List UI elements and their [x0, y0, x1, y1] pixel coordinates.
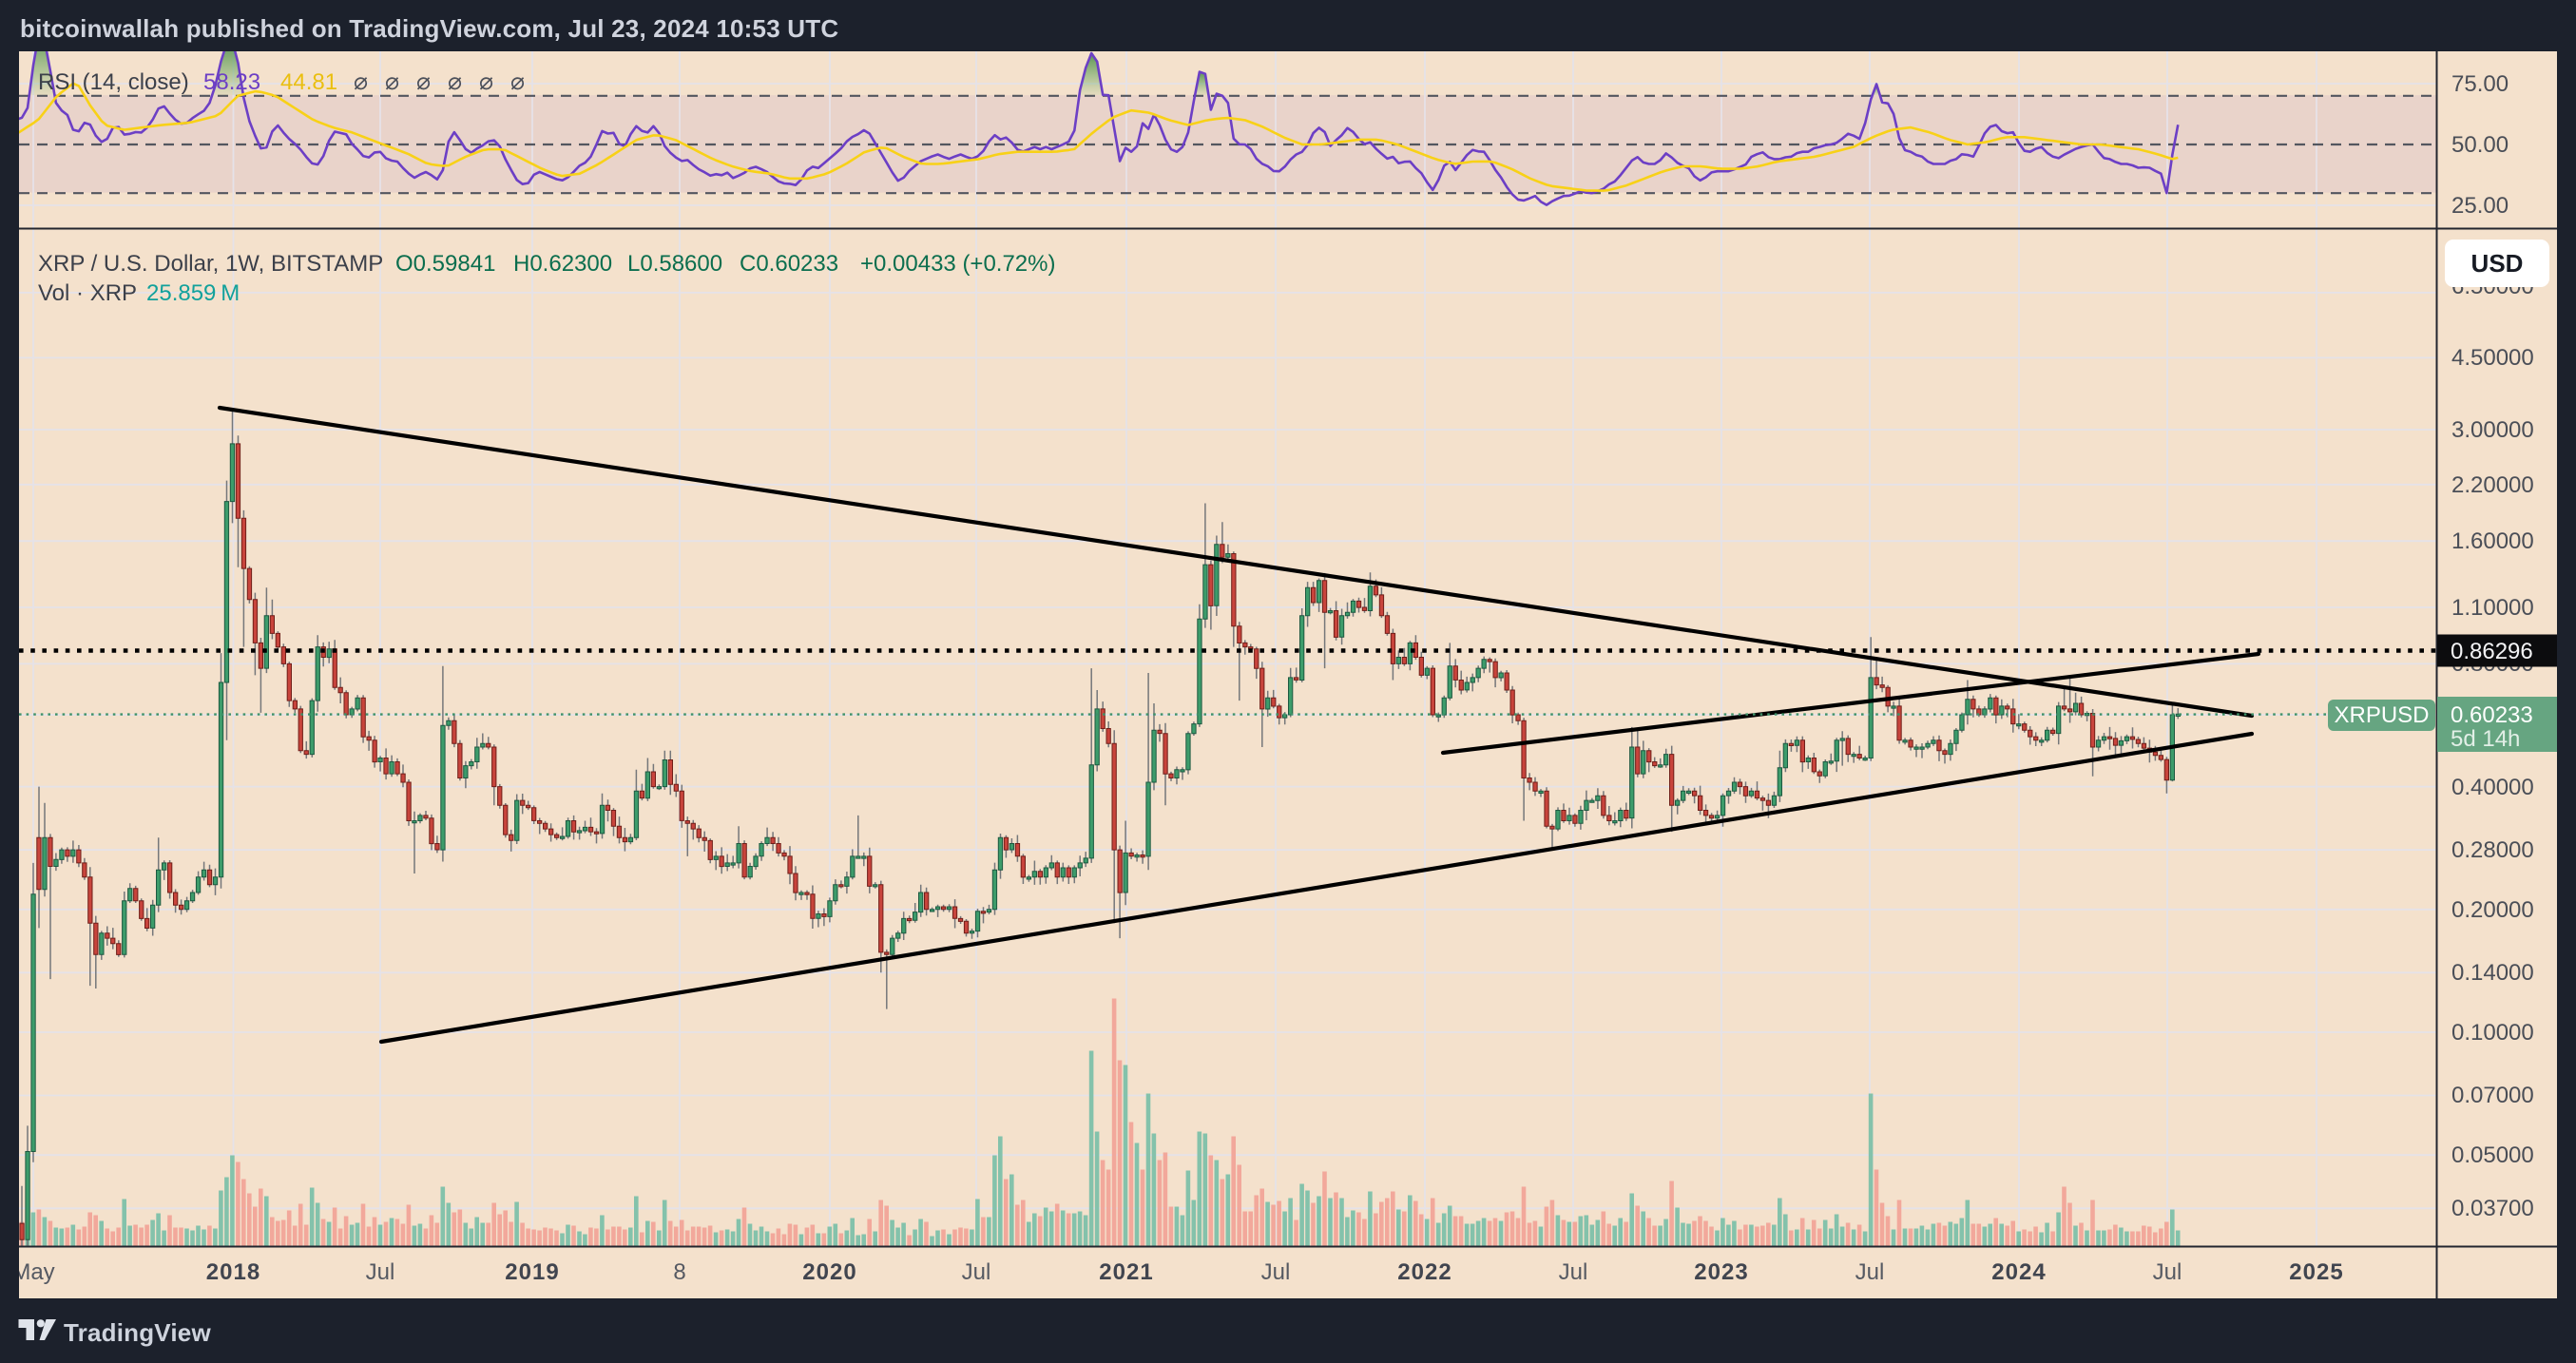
svg-text:Jul: Jul: [366, 1259, 395, 1285]
svg-text:⌀⌀⌀⌀⌀⌀: ⌀ ⌀ ⌀ ⌀ ⌀ ⌀: [354, 68, 525, 95]
svg-text:Jul: Jul: [2153, 1259, 2182, 1285]
svg-text:0.10000: 0.10000: [2451, 1020, 2534, 1046]
svg-text:Jul: Jul: [1559, 1259, 1588, 1285]
svg-text:4.50000: 4.50000: [2451, 345, 2534, 371]
svg-text:1.60000: 1.60000: [2451, 528, 2534, 554]
svg-text:0.60233: 0.60233: [2451, 702, 2533, 728]
svg-text:XRP / U.S. Dollar, 1W, BITSTAM: XRP / U.S. Dollar, 1W, BITSTAMP: [38, 251, 383, 277]
svg-text:Jul: Jul: [962, 1259, 991, 1285]
svg-text:XRPUSD: XRPUSD: [2334, 702, 2429, 728]
svg-text:0.07000: 0.07000: [2451, 1083, 2534, 1108]
svg-text:5d 14h: 5d 14h: [2451, 726, 2520, 752]
svg-text:58.23: 58.23: [203, 69, 260, 95]
svg-text:0.03700: 0.03700: [2451, 1196, 2534, 1221]
svg-text:RSI (14, close): RSI (14, close): [38, 69, 189, 95]
svg-text:Jul: Jul: [1261, 1259, 1291, 1285]
svg-text:0.40000: 0.40000: [2451, 775, 2534, 800]
svg-text:8: 8: [673, 1259, 685, 1285]
svg-text:0.86296: 0.86296: [2451, 639, 2533, 664]
svg-text:2025: 2025: [2289, 1259, 2343, 1285]
svg-text:Vol · XRP: Vol · XRP: [38, 280, 137, 306]
svg-text:2019: 2019: [505, 1259, 559, 1285]
svg-text:1.10000: 1.10000: [2451, 595, 2534, 621]
svg-text:50.00: 50.00: [2451, 132, 2509, 158]
svg-text:0.14000: 0.14000: [2451, 960, 2534, 986]
svg-text:0.20000: 0.20000: [2451, 897, 2534, 923]
svg-text:2.20000: 2.20000: [2451, 472, 2534, 498]
svg-text:C0.60233: C0.60233: [740, 251, 838, 277]
svg-text:2022: 2022: [1397, 1259, 1451, 1285]
svg-text:25.00: 25.00: [2451, 193, 2509, 219]
svg-text:+0.00433 (+0.72%): +0.00433 (+0.72%): [860, 251, 1056, 277]
svg-text:0.05000: 0.05000: [2451, 1142, 2534, 1168]
svg-text:L0.58600: L0.58600: [627, 251, 722, 277]
svg-text:2021: 2021: [1099, 1259, 1153, 1285]
svg-text:May: May: [19, 1259, 55, 1285]
svg-text:75.00: 75.00: [2451, 71, 2509, 97]
svg-text:H0.62300: H0.62300: [513, 251, 612, 277]
svg-text:44.81: 44.81: [280, 69, 337, 95]
svg-text:0.28000: 0.28000: [2451, 837, 2534, 863]
svg-text:3.00000: 3.00000: [2451, 417, 2534, 443]
svg-text:2024: 2024: [1991, 1259, 2046, 1285]
svg-text:2023: 2023: [1694, 1259, 1748, 1285]
svg-text:25.859 M: 25.859 M: [146, 280, 240, 306]
svg-text:O0.59841: O0.59841: [395, 251, 495, 277]
svg-text:USD: USD: [2471, 249, 2524, 278]
svg-text:2018: 2018: [206, 1259, 260, 1285]
svg-text:Jul: Jul: [1855, 1259, 1885, 1285]
svg-text:2020: 2020: [802, 1259, 856, 1285]
